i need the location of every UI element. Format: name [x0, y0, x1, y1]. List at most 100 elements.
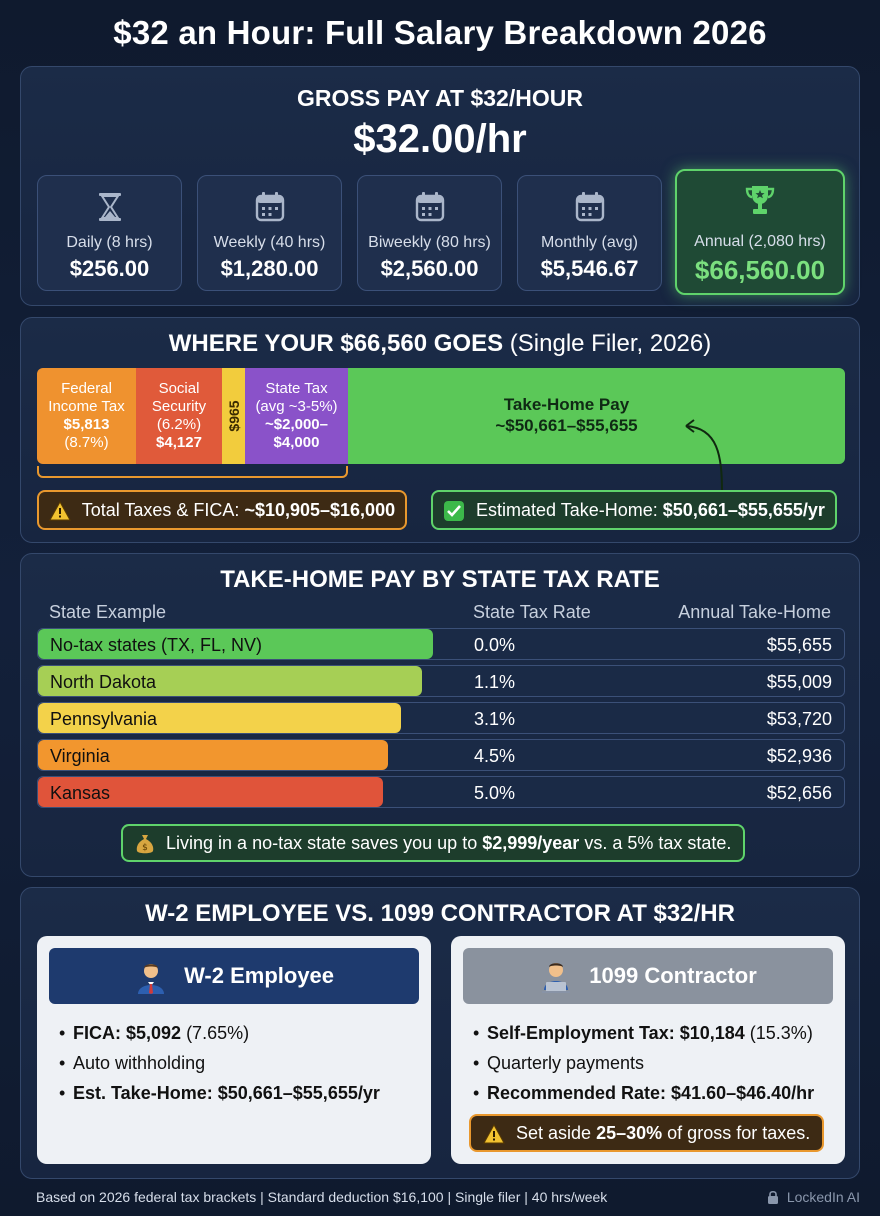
list-item-bold: FICA: $5,092: [73, 1023, 182, 1043]
segment-label: Income Tax: [48, 398, 125, 415]
list-item: Self-Employment Tax: $10,184 (15.3%): [473, 1018, 814, 1048]
take-home-bar: [38, 740, 388, 770]
card-label: Weekly (40 hrs): [213, 234, 326, 251]
card-monthly: Monthly (avg) $5,546.67: [517, 175, 662, 291]
set-aside-text: of gross for taxes.: [667, 1123, 811, 1143]
list-item-text: (7.65%): [186, 1023, 250, 1043]
annual-take-home: $55,655: [766, 635, 832, 655]
trophy-icon: [745, 186, 775, 214]
footer-note: Based on 2026 federal tax brackets | Sta…: [36, 1189, 608, 1205]
card-label: Daily (8 hrs): [66, 234, 153, 251]
segment-percent: (8.7%): [64, 434, 109, 451]
state-name: Kansas: [50, 783, 111, 803]
card-value: $2,560.00: [380, 256, 479, 281]
card-value: $66,560.00: [694, 255, 826, 285]
estimated-take-home-label: Estimated Take-Home:: [476, 500, 658, 520]
warning-icon: [483, 1124, 505, 1144]
list-item-bold: Recommended Rate: $41.60–$46.40/hr: [487, 1083, 815, 1103]
list-item: Quarterly payments: [473, 1048, 814, 1078]
state-name: North Dakota: [50, 672, 157, 692]
where-it-goes-title: WHERE YOUR $66,560 GOES (Single Filer, 2…: [21, 330, 859, 358]
segment-label: Security: [151, 398, 207, 415]
table-row: Virginia 4.5% $52,936: [37, 739, 845, 771]
state-tax-rate: 0.0%: [474, 635, 516, 655]
take-home-bar: [38, 703, 401, 733]
card-value: $256.00: [69, 256, 150, 281]
savings-note-text: Living in a no-tax state saves you up to: [166, 833, 478, 853]
list-item-text: Auto withholding: [73, 1053, 206, 1073]
lock-icon: [767, 1190, 778, 1204]
state-name: Virginia: [50, 746, 110, 766]
estimated-take-home-value: $50,661–$55,655/yr: [662, 500, 825, 520]
money-bag-icon: $: [136, 835, 154, 854]
card-annual: Annual (2,080 hrs) $66,560.00: [675, 169, 845, 295]
table-row: North Dakota 1.1% $55,009: [37, 665, 845, 697]
gross-pay-panel: GROSS PAY AT $32/HOUR $32.00/hr Daily (8…: [20, 66, 860, 306]
list-item-bold: Self-Employment Tax: $10,184: [487, 1023, 745, 1043]
checkmark-icon: [444, 501, 464, 522]
card-daily: Daily (8 hrs) $256.00: [37, 175, 182, 291]
segment-percent: (avg ~3-5%): [255, 398, 338, 415]
take-home-bar: [38, 629, 433, 659]
list-item: Est. Take-Home: $50,661–$55,655/yr: [59, 1078, 380, 1108]
state-tax-rate: 5.0%: [474, 783, 516, 803]
card-biweekly: Biweekly (80 hrs) $2,560.00: [357, 175, 502, 291]
card-label: Annual (2,080 hrs): [694, 233, 826, 250]
list-item-text: (15.3%): [749, 1023, 813, 1043]
segment-amount: $5,813: [63, 416, 110, 433]
w2-vs-1099-panel: W-2 EMPLOYEE VS. 1099 CONTRACTOR AT $32/…: [20, 887, 860, 1179]
table-row: Pennsylvania 3.1% $53,720: [37, 702, 845, 734]
annual-take-home: $55,009: [766, 672, 832, 692]
set-aside-text: Set aside: [516, 1123, 592, 1143]
segment-percent: (6.2%): [156, 416, 202, 433]
state-tax-rate: 4.5%: [474, 746, 516, 766]
state-tax-rate: 1.1%: [474, 672, 516, 692]
savings-note-amount: $2,999/year: [482, 833, 580, 853]
segment-state-tax: State Tax (avg ~3-5%) ~$2,000– $4,000: [245, 368, 348, 464]
state-tax-rate: 3.1%: [474, 709, 516, 729]
annual-take-home: $52,656: [766, 783, 832, 803]
card-label: Monthly (avg): [541, 234, 638, 251]
segment-amount: ~$2,000–: [265, 416, 328, 433]
segment-medicare: $965: [222, 368, 245, 464]
1099-contractor-header: 1099 Contractor: [463, 948, 833, 1004]
segment-federal-income-tax: Federal Income Tax $5,813 (8.7%): [37, 368, 136, 464]
column-header-amount: Annual Take-Home: [678, 602, 831, 622]
card-value: $5,546.67: [540, 256, 639, 281]
warning-icon: [49, 501, 71, 521]
gross-pay-title: GROSS PAY AT $32/HOUR: [297, 85, 583, 111]
list-item: FICA: $5,092 (7.65%): [59, 1018, 380, 1048]
list-item-text: Quarterly payments: [487, 1053, 645, 1073]
take-home-bar: [38, 777, 383, 807]
annual-take-home: $53,720: [766, 709, 832, 729]
1099-contractor-list: Self-Employment Tax: $10,184 (15.3%) Qua…: [473, 1018, 814, 1108]
segment-label: Take-Home Pay: [503, 395, 630, 414]
state-take-home-title: TAKE-HOME PAY BY STATE TAX RATE: [220, 566, 660, 593]
state-name: No-tax states (TX, FL, NV): [50, 635, 263, 655]
table-row: No-tax states (TX, FL, NV) 0.0% $55,655: [37, 628, 845, 660]
segment-social-security: Social Security (6.2%) $4,127: [136, 368, 222, 464]
calendar-icon: [415, 192, 444, 222]
savings-note-text: vs. a 5% tax state.: [584, 833, 732, 853]
hourglass-icon: [98, 193, 121, 221]
w2-employee-list: FICA: $5,092 (7.65%) Auto withholding Es…: [59, 1018, 380, 1108]
card-weekly: Weekly (40 hrs) $1,280.00: [197, 175, 342, 291]
w2-employee-card: W-2 Employee FICA: $5,092 (7.65%) Auto w…: [37, 936, 431, 1164]
set-aside-pill: Set aside 25–30% of gross for taxes.: [469, 1114, 825, 1152]
list-item-bold: Est. Take-Home: $50,661–$55,655/yr: [73, 1083, 380, 1103]
tax-bracket-line: [37, 466, 348, 478]
column-header-state: State Example: [49, 602, 167, 622]
1099-contractor-card: 1099 Contractor Self-Employment Tax: $10…: [451, 936, 845, 1164]
calendar-icon: [255, 192, 284, 222]
brand: LockedIn AI: [767, 1189, 860, 1205]
segment-label: State Tax: [265, 380, 328, 397]
where-it-goes-panel: WHERE YOUR $66,560 GOES (Single Filer, 2…: [20, 317, 860, 543]
total-taxes-pill: Total Taxes & FICA: ~$10,905–$16,000: [37, 490, 408, 530]
total-taxes-value: ~$10,905–$16,000: [244, 500, 396, 520]
contractor-avatar-icon: [542, 963, 571, 994]
list-item: Recommended Rate: $41.60–$46.40/hr: [473, 1078, 814, 1108]
column-header-rate: State Tax Rate: [473, 602, 591, 622]
calendar-icon: [575, 192, 604, 222]
brand-name: LockedIn AI: [786, 1189, 860, 1205]
segment-label: Social: [158, 380, 200, 397]
